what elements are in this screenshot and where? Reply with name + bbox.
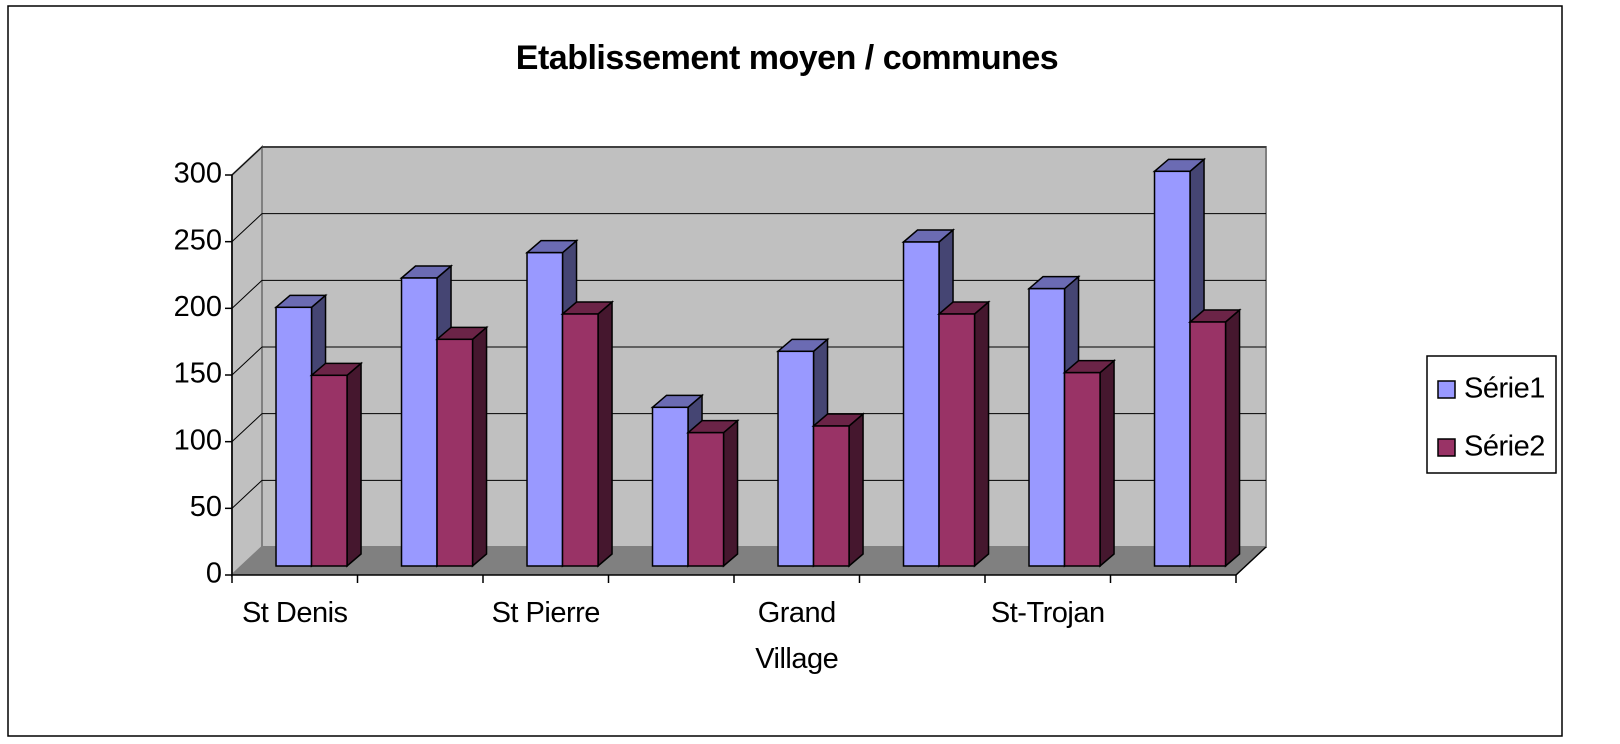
bar [275, 306, 313, 567]
bar-side [597, 300, 613, 568]
bar-side [722, 419, 739, 568]
floor-edge [1235, 546, 1267, 576]
x-tick-label: St-Trojan [990, 597, 1105, 629]
bar [687, 431, 725, 567]
grid-line [231, 413, 263, 443]
bar-side [1224, 308, 1241, 568]
bar [561, 313, 599, 567]
chart-title: Etablissement moyen / communes [516, 39, 1058, 77]
bar [777, 350, 815, 567]
y-tick-label: 200 [174, 291, 222, 323]
y-tick-label: 150 [174, 358, 222, 390]
bar [938, 313, 976, 567]
floor [232, 547, 1266, 575]
bar [812, 425, 850, 567]
bar [1063, 371, 1101, 567]
legend-label: Série1 [1464, 373, 1545, 405]
bar [400, 277, 438, 567]
bar [436, 338, 474, 567]
y-tick-label: 50 [190, 491, 222, 523]
legend-label: Série2 [1464, 431, 1545, 463]
bar-side [346, 361, 362, 568]
y-tick-label: 250 [174, 224, 222, 256]
bar [651, 406, 689, 567]
grid-line [231, 479, 263, 509]
grid-line [231, 346, 263, 376]
y-tick-label: 100 [174, 424, 222, 456]
y-tick-label: 300 [174, 158, 222, 190]
bar [310, 374, 348, 567]
legend-swatch [1437, 380, 1456, 399]
bar-side [848, 412, 864, 568]
grid-line [231, 279, 263, 309]
x-tick-label: Grand Village [755, 597, 839, 675]
y-tick-label: 0 [206, 558, 222, 590]
bar-side [1099, 359, 1115, 568]
bar-side [471, 325, 488, 568]
legend-swatch [1437, 438, 1456, 457]
bar-side [973, 300, 990, 568]
grid-line [231, 213, 263, 243]
bar [1189, 321, 1227, 567]
x-tick-label: St Pierre [491, 597, 601, 629]
x-tick-label: St Denis [241, 597, 348, 629]
bar [902, 241, 940, 567]
bar [526, 251, 564, 567]
bar [1028, 287, 1066, 567]
bar [1153, 170, 1191, 567]
grid-line [231, 146, 263, 176]
